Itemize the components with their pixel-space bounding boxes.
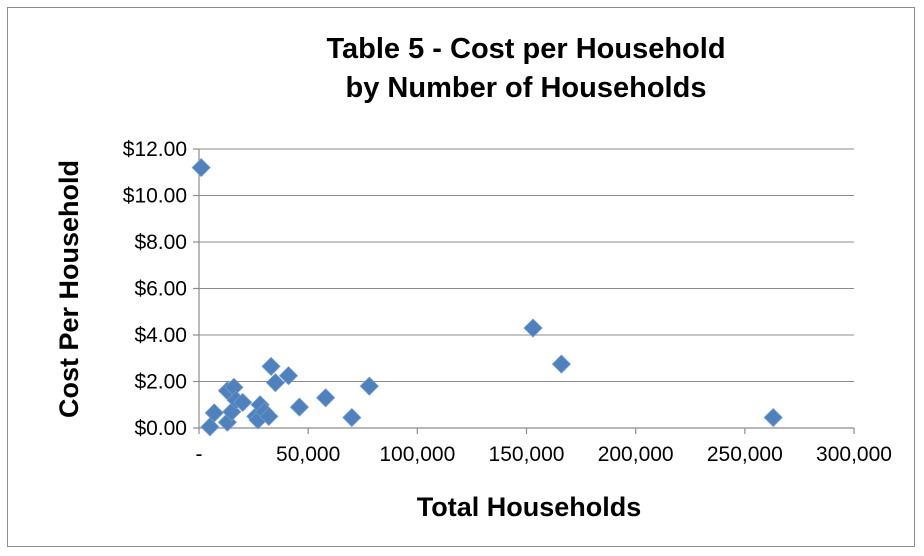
- data-point: [316, 388, 336, 408]
- y-tick-labels: $0.00 $2.00 $4.00 $6.00 $8.00 $10.00 $12.00: [123, 138, 187, 440]
- x-tick-label: 200,000: [598, 443, 674, 466]
- y-axis-title: Cost Per Household: [54, 160, 84, 418]
- data-point: [523, 318, 543, 338]
- data-point: [233, 392, 253, 412]
- data-point: [191, 158, 211, 178]
- data-point: [359, 376, 379, 396]
- data-point: [278, 366, 299, 386]
- y-tick-label: $10.00: [123, 185, 187, 208]
- data-points: [191, 158, 783, 437]
- y-tick-label: $0.00: [134, 417, 187, 440]
- data-point: [289, 397, 309, 417]
- x-tick-label: 150,000: [489, 443, 565, 466]
- axes: [193, 148, 855, 434]
- data-point: [261, 356, 281, 376]
- x-tick-labels: - 50,000 100,000 150,000 200,000 250,000 300,0…: [196, 443, 892, 466]
- x-tick-label: 50,000: [276, 443, 340, 466]
- data-point: [200, 417, 220, 437]
- data-point: [259, 406, 279, 426]
- gridlines: [199, 148, 854, 382]
- chart-frame: [7, 7, 915, 547]
- x-tick-label: -: [196, 443, 203, 466]
- chart-title: Table 5 - Cost per Household: [326, 33, 725, 65]
- chart-subtitle: by Number of Households: [346, 72, 707, 104]
- y-tick-label: $6.00: [134, 278, 187, 301]
- data-point: [551, 354, 571, 374]
- y-tick-label: $4.00: [134, 324, 187, 347]
- x-axis-title: Total Households: [417, 492, 642, 522]
- y-tick-label: $2.00: [134, 371, 187, 394]
- data-point: [265, 373, 285, 393]
- data-point: [342, 407, 362, 428]
- y-tick-label: $12.00: [123, 138, 187, 161]
- data-point: [763, 407, 783, 428]
- x-tick-label: 300,000: [816, 443, 892, 466]
- x-tick-label: 250,000: [707, 443, 783, 466]
- data-point: [204, 403, 224, 423]
- y-tick-label: $8.00: [134, 231, 187, 254]
- x-tick-label: 100,000: [379, 443, 455, 466]
